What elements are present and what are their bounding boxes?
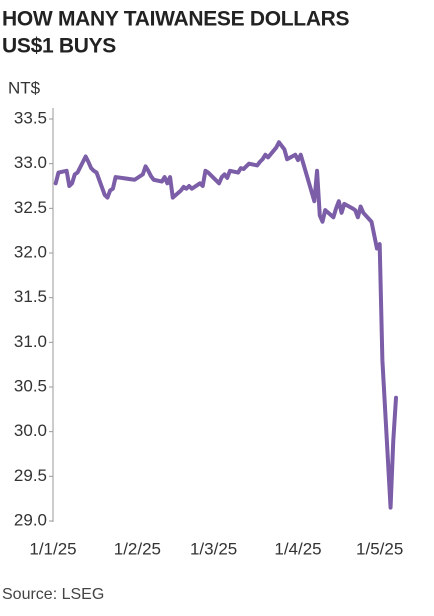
y-tick-label: 31.5: [14, 287, 47, 306]
y-tick-label: 32.0: [14, 242, 47, 261]
y-tick-label: 33.0: [14, 153, 47, 172]
y-tick-label: 31.0: [14, 332, 47, 351]
y-tick-label: 30.5: [14, 376, 47, 395]
x-tick-label: 1/4/25: [274, 539, 321, 558]
y-tick-label: 30.0: [14, 421, 47, 440]
y-tick-label: 29.5: [14, 466, 47, 485]
x-tick-label: 1/3/25: [190, 539, 237, 558]
y-tick-label: 33.5: [14, 108, 47, 127]
x-tick-label: 1/5/25: [356, 539, 403, 558]
source: Source: LSEG: [2, 586, 104, 603]
chart-title: HOW MANY TAIWANESE DOLLARS: [2, 8, 350, 31]
y-tick-label: 32.5: [14, 198, 47, 217]
x-tick-label: 1/1/25: [29, 539, 76, 558]
x-tick-label: 1/2/25: [114, 539, 161, 558]
chart-title: US$1 BUYS: [2, 35, 116, 58]
y-tick-label: 29.0: [14, 510, 47, 529]
y-axis-label: NT$: [8, 78, 41, 97]
line: [53, 140, 398, 510]
